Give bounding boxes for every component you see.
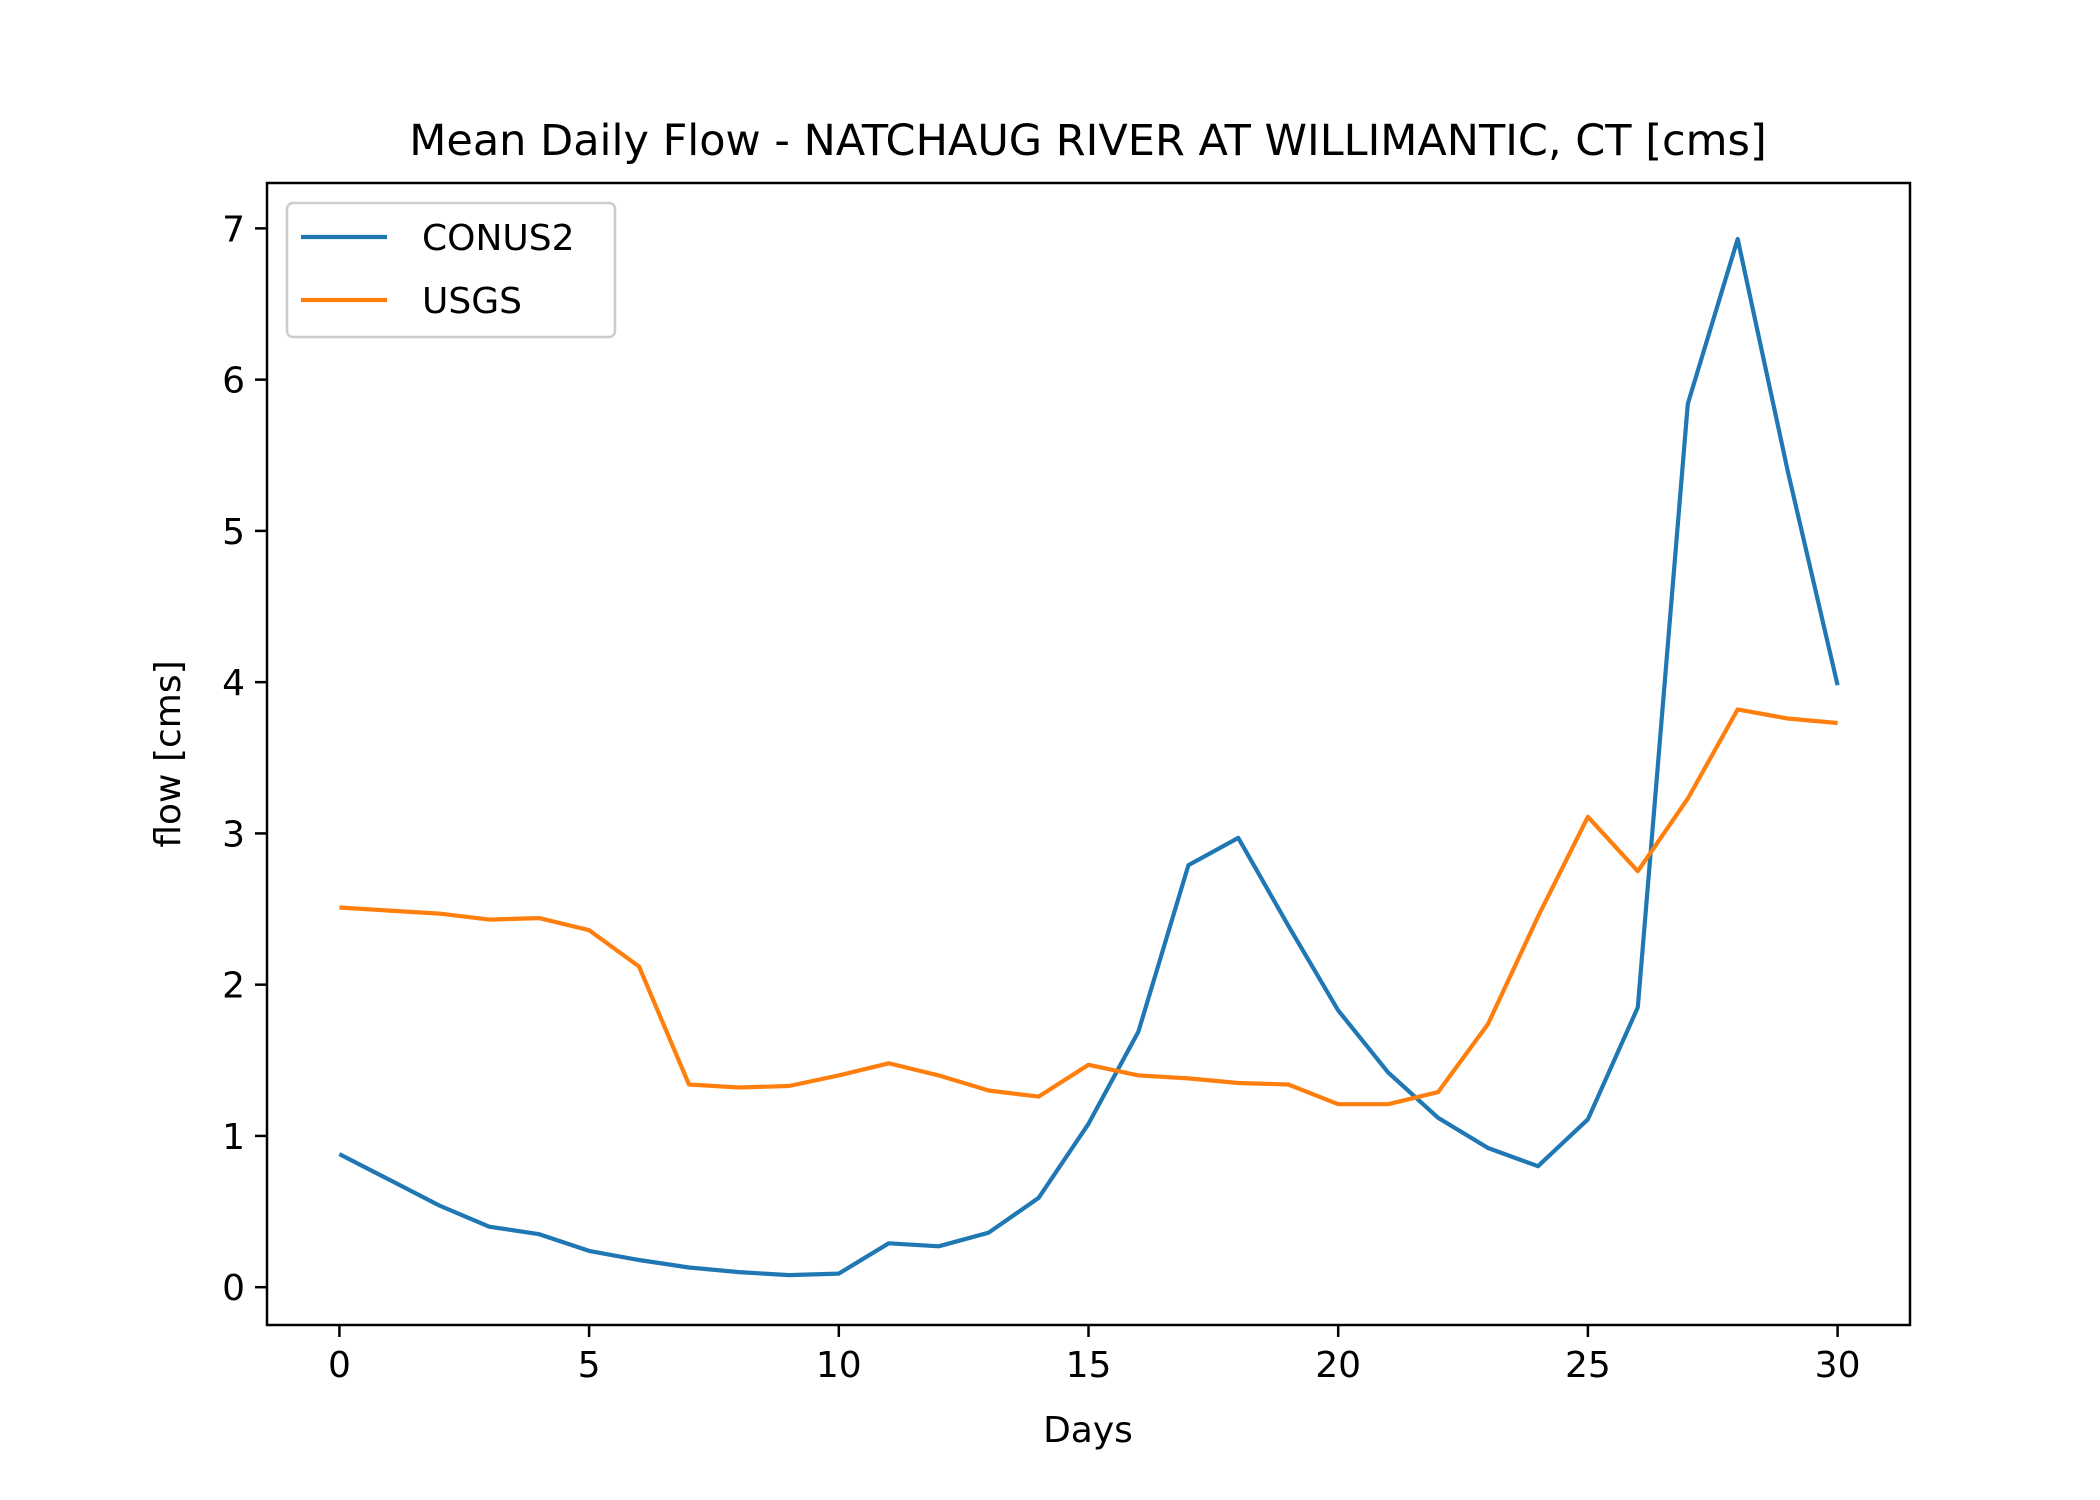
y-tick-label: 4 xyxy=(222,663,245,704)
legend: CONUS2 USGS xyxy=(285,201,617,339)
x-tick-label: 25 xyxy=(1565,1345,1611,1386)
x-tick-label: 20 xyxy=(1315,1345,1361,1386)
x-tick-label: 0 xyxy=(328,1345,351,1386)
y-tick-label: 3 xyxy=(222,814,245,855)
y-tick-label: 2 xyxy=(222,966,245,1007)
x-tick-label: 5 xyxy=(578,1345,601,1386)
series-line-conus2 xyxy=(338,236,1840,1278)
y-tick-label: 0 xyxy=(222,1268,245,1309)
y-tick-label: 5 xyxy=(222,512,245,553)
y-tick-label: 1 xyxy=(222,1117,245,1158)
series-line-usgs xyxy=(339,707,1838,1107)
y-tick-label: 6 xyxy=(222,361,245,402)
x-tick-label: 30 xyxy=(1815,1345,1861,1386)
legend-label-conus2: CONUS2 xyxy=(422,218,575,259)
x-tick-label: 10 xyxy=(816,1345,862,1386)
chart-title: Mean Daily Flow - NATCHAUG RIVER AT WILL… xyxy=(409,116,1766,166)
x-tick-label: 15 xyxy=(1066,1345,1112,1386)
y-axis-label: flow [cms] xyxy=(148,660,189,847)
y-tick-label: 7 xyxy=(222,209,245,250)
x-axis-label: Days xyxy=(1043,1410,1133,1451)
legend-label-usgs: USGS xyxy=(422,281,522,322)
